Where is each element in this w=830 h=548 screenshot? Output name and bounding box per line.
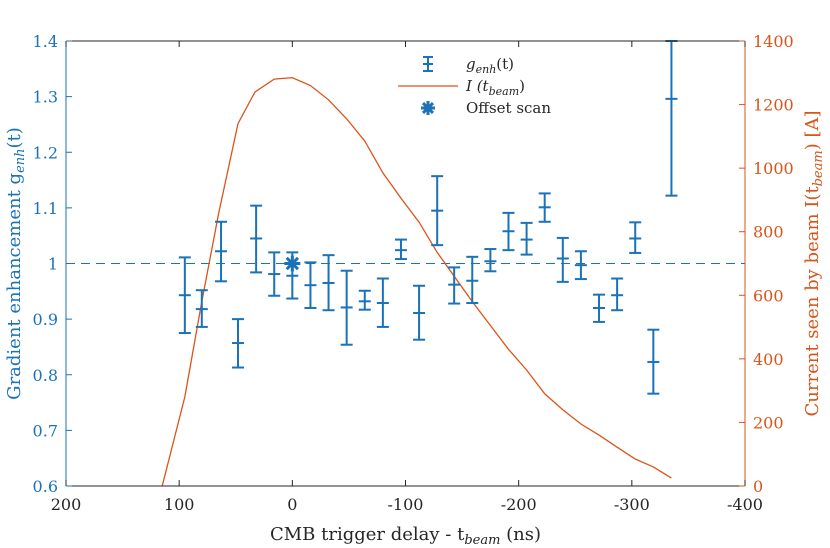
x-tick-label: 100 <box>164 495 195 514</box>
errorbar-15 <box>448 266 461 305</box>
y-left-tick-label: 0.6 <box>33 477 58 496</box>
errorbar-24 <box>611 277 624 312</box>
errorbar-17 <box>484 248 497 273</box>
x-tick-label: -300 <box>614 495 650 514</box>
errorbar-25 <box>629 221 642 254</box>
errorbar-10 <box>358 289 371 311</box>
y-right-tick-label: 0 <box>753 477 763 496</box>
errorbar-27 <box>665 40 678 197</box>
y-right-tick-label: 400 <box>753 350 784 369</box>
errorbar-18 <box>502 211 515 252</box>
y-right-tick-label: 200 <box>753 413 784 432</box>
x-tick-label: -400 <box>727 495 763 514</box>
y-left-tick-label: 0.9 <box>33 310 58 329</box>
errorbar-20 <box>538 192 551 223</box>
errorbar-12 <box>394 238 407 261</box>
y-left-axis-title: Gradient enhancement genh(t) <box>4 127 28 400</box>
x-tick-label: 0 <box>287 495 297 514</box>
legend-asterisk-icon <box>421 101 435 115</box>
legend-item-genh: genh(t) <box>423 55 514 76</box>
errorbar-19 <box>520 221 533 256</box>
errorbar-21 <box>556 236 569 283</box>
legend-label: Offset scan <box>466 99 551 117</box>
y-left-tick-label: 1.4 <box>33 32 58 51</box>
y-right-tick-label: 1000 <box>753 159 794 178</box>
errorbar-3 <box>232 318 245 369</box>
errorbar-13 <box>413 284 426 341</box>
errorbar-16 <box>466 255 479 304</box>
errorbar-9 <box>340 269 353 346</box>
errorbar-22 <box>574 250 587 281</box>
errorbar-23 <box>593 293 606 323</box>
y-left-tick-label: 1 <box>48 255 58 274</box>
errorbar-7 <box>304 261 317 309</box>
errorbar-0 <box>178 256 191 335</box>
legend-label: I (tbeam) <box>465 77 525 98</box>
asterisk-stroke <box>285 256 300 271</box>
y-right-tick-label: 1400 <box>753 32 794 51</box>
x-tick-label: -200 <box>501 495 537 514</box>
y-left-tick-label: 0.7 <box>33 421 58 440</box>
y-left-tick-label: 1.2 <box>33 143 58 162</box>
errorbar-14 <box>431 175 444 247</box>
errorbar-11 <box>376 277 389 328</box>
errorbar-2 <box>215 220 228 283</box>
legend-item-offset-scan: Offset scan <box>421 99 551 117</box>
offset-scan-point <box>284 255 301 272</box>
y-right-axis-title: Current seen by beam I(tbeam) [A] <box>802 111 826 417</box>
errorbar-8 <box>322 254 335 312</box>
errorbar-1 <box>195 289 208 328</box>
legend-label: genh(t) <box>466 55 514 76</box>
asterisk-stroke <box>421 101 435 115</box>
legend-item-current: I (tbeam) <box>398 77 525 98</box>
x-tick-label: 200 <box>51 495 82 514</box>
y-left-tick-label: 1.1 <box>33 199 58 218</box>
errorbar-4 <box>250 204 263 274</box>
y-right-tick-label: 600 <box>753 286 784 305</box>
errorbar-26 <box>647 328 660 395</box>
x-axis-title: CMB trigger delay - tbeam (ns) <box>270 524 541 548</box>
y-left-tick-label: 0.8 <box>33 366 58 385</box>
x-tick-label: -100 <box>388 495 424 514</box>
y-right-tick-label: 1200 <box>753 96 794 115</box>
y-left-tick-label: 1.3 <box>33 88 58 107</box>
current-line <box>161 76 672 487</box>
errorbar-5 <box>268 251 281 297</box>
y-right-tick-label: 800 <box>753 223 784 242</box>
